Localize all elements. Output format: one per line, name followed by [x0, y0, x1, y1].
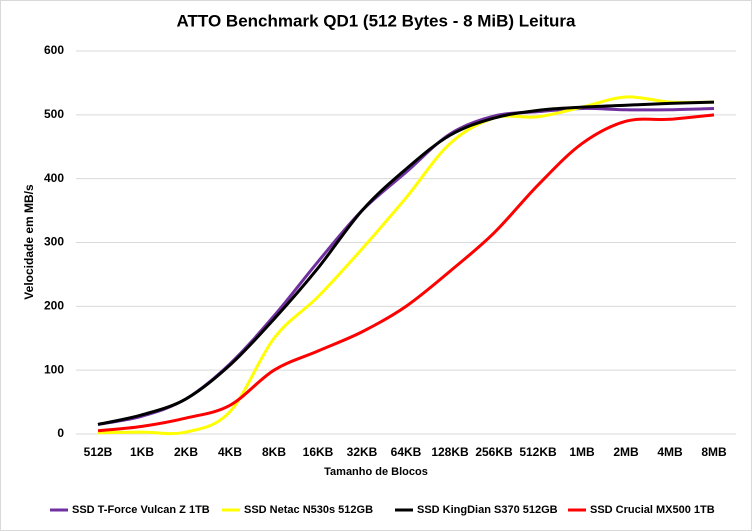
legend-label: SSD Netac N530s 512GB: [244, 504, 373, 516]
x-tick-label: 1KB: [130, 445, 154, 459]
x-tick-label: 512B: [84, 445, 113, 459]
legend-label: SSD Crucial MX500 1TB: [590, 504, 715, 516]
x-axis-title: Tamanho de Blocos: [324, 466, 428, 478]
x-tick-label: 4MB: [657, 445, 683, 459]
chart-title: ATTO Benchmark QD1 (512 Bytes - 8 MiB) L…: [177, 11, 577, 30]
x-tick-label: 16KB: [303, 445, 334, 459]
y-tick-label: 100: [44, 362, 64, 376]
x-tick-label: 32KB: [347, 445, 378, 459]
y-axis-title: Velocidade em MB/s: [22, 184, 36, 300]
y-tick-label: 500: [44, 107, 64, 121]
legend-label: SSD KingDian S370 512GB: [417, 504, 558, 516]
y-tick-label: 600: [44, 43, 64, 57]
x-tick-label: 8MB: [701, 445, 727, 459]
x-tick-label: 2MB: [613, 445, 639, 459]
legend-label: SSD T-Force Vulcan Z 1TB: [72, 504, 210, 516]
y-tick-label: 0: [57, 426, 64, 440]
x-tick-label: 512KB: [519, 445, 557, 459]
x-tick-label: 8KB: [262, 445, 286, 459]
x-tick-label: 2KB: [174, 445, 198, 459]
x-tick-label: 256KB: [475, 445, 513, 459]
series-line: [97, 100, 715, 426]
x-tick-label: 128KB: [431, 445, 469, 459]
y-tick-label: 200: [44, 299, 64, 313]
y-tick-label: 400: [44, 171, 64, 185]
x-tick-label: 64KB: [391, 445, 422, 459]
series-line: [97, 95, 715, 436]
y-tick-label: 300: [44, 235, 64, 249]
series-line: [97, 113, 715, 433]
x-tick-label: 4KB: [218, 445, 242, 459]
x-tick-label: 1MB: [569, 445, 595, 459]
